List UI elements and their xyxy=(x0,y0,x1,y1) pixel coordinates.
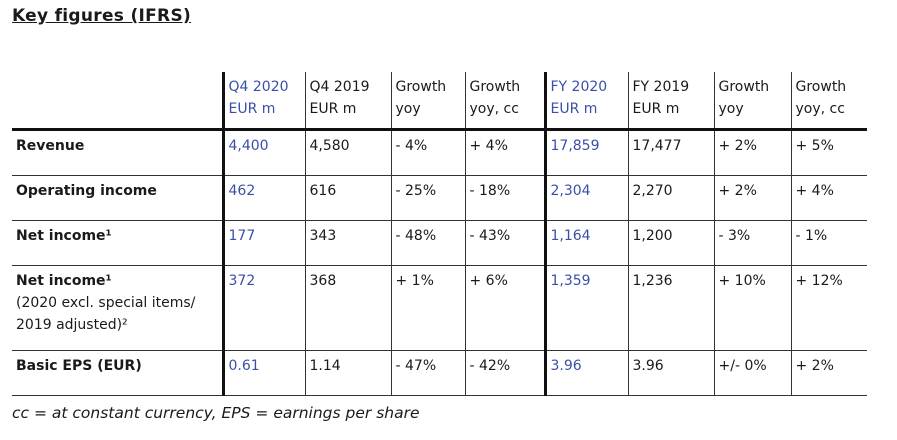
table-cell: + 2% xyxy=(790,350,867,396)
table-cell: - 43% xyxy=(464,220,545,266)
table-cell: 343 xyxy=(304,220,391,266)
table-row: Net income¹ (2020 excl. special items/ 2… xyxy=(12,265,867,351)
table-cell: - 18% xyxy=(464,175,545,221)
table-cell: 177 xyxy=(221,220,305,266)
table-cell: 1,359 xyxy=(543,265,628,351)
table-cell: 17,477 xyxy=(627,129,714,176)
table-cell: 3.96 xyxy=(627,350,714,396)
table-cell: - 3% xyxy=(713,220,791,266)
table-cell: 462 xyxy=(221,175,305,221)
col-header-q-growth-yoy: Growth yoy xyxy=(390,72,465,131)
row-label-main: Net income¹ xyxy=(16,273,112,289)
row-label-note: 2019 adjusted)² xyxy=(16,317,128,333)
table-cell: + 1% xyxy=(390,265,465,351)
table-cell: + 2% xyxy=(713,129,791,176)
table-cell: 17,859 xyxy=(543,129,628,176)
row-label: Operating income xyxy=(12,175,223,221)
table-cell: +/- 0% xyxy=(713,350,791,396)
table-row: Net income¹ 177 343 - 48% - 43% 1,164 1,… xyxy=(12,220,867,266)
table-cell: 2,304 xyxy=(543,175,628,221)
table-cell: + 12% xyxy=(790,265,867,351)
table-cell: 0.61 xyxy=(221,350,305,396)
table-row: Operating income 462 616 - 25% - 18% 2,3… xyxy=(12,175,867,221)
table-cell: 4,580 xyxy=(304,129,391,176)
col-header-q4-2019: Q4 2019 EUR m xyxy=(304,72,391,131)
table-header-row: Q4 2020 EUR m Q4 2019 EUR m Growth yoy Grow… xyxy=(12,72,867,131)
table-cell: 1,200 xyxy=(627,220,714,266)
header-corner xyxy=(12,72,223,131)
table-row: Basic EPS (EUR) 0.61 1.14 - 47% - 42% 3.… xyxy=(12,350,867,396)
col-header-q4-2020: Q4 2020 EUR m xyxy=(221,72,305,131)
page-title: Key figures (IFRS) xyxy=(12,6,192,26)
table-cell: + 5% xyxy=(790,129,867,176)
col-header-fy-2020: FY 2020 EUR m xyxy=(543,72,628,131)
table-cell: 2,270 xyxy=(627,175,714,221)
table-cell: 1,164 xyxy=(543,220,628,266)
col-header-fy-growth-yoy: Growth yoy xyxy=(713,72,791,131)
row-label-note: (2020 excl. special items/ xyxy=(16,295,196,311)
table-cell: 368 xyxy=(304,265,391,351)
table-cell: + 4% xyxy=(790,175,867,221)
table-cell: 3.96 xyxy=(543,350,628,396)
table-row: Revenue 4,400 4,580 - 4% + 4% 17,859 17,… xyxy=(12,129,867,176)
table-cell: - 4% xyxy=(390,129,465,176)
table-cell: 4,400 xyxy=(221,129,305,176)
table-cell: - 47% xyxy=(390,350,465,396)
table-cell: + 6% xyxy=(464,265,545,351)
col-header-q-growth-yoy-cc: Growth yoy, cc xyxy=(464,72,545,131)
row-label: Basic EPS (EUR) xyxy=(12,350,223,396)
table-cell: 372 xyxy=(221,265,305,351)
table-cell: - 25% xyxy=(390,175,465,221)
table-cell: + 4% xyxy=(464,129,545,176)
table-cell: + 2% xyxy=(713,175,791,221)
table-cell: 1.14 xyxy=(304,350,391,396)
table-cell: 1,236 xyxy=(627,265,714,351)
table-cell: - 1% xyxy=(790,220,867,266)
key-figures-table: Q4 2020 EUR m Q4 2019 EUR m Growth yoy Grow… xyxy=(12,72,867,396)
table-cell: - 48% xyxy=(390,220,465,266)
footnote: cc = at constant currency, EPS = earning… xyxy=(12,404,420,422)
row-label: Revenue xyxy=(12,129,223,176)
col-header-fy-growth-yoy-cc: Growth yoy, cc xyxy=(790,72,867,131)
table-cell: + 10% xyxy=(713,265,791,351)
row-label: Net income¹ (2020 excl. special items/ 2… xyxy=(12,265,223,351)
table-cell: 616 xyxy=(304,175,391,221)
row-label: Net income¹ xyxy=(12,220,223,266)
col-header-fy-2019: FY 2019 EUR m xyxy=(627,72,714,131)
table-cell: - 42% xyxy=(464,350,545,396)
